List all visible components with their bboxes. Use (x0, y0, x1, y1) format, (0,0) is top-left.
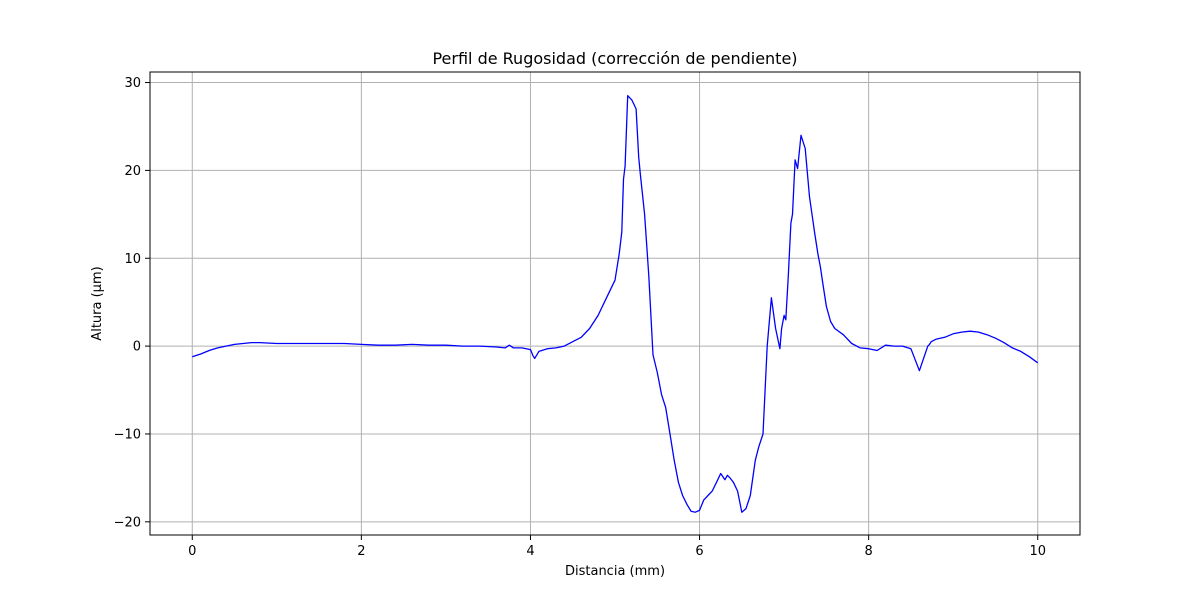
x-tick-label: 4 (526, 544, 534, 559)
x-tick-label: 8 (864, 544, 872, 559)
x-tick-label: 10 (1029, 544, 1046, 559)
x-tick-label: 0 (188, 544, 196, 559)
y-axis-label: Altura (µm) (90, 266, 105, 340)
chart-title: Perfil de Rugosidad (corrección de pendi… (432, 49, 797, 68)
y-tick-label: 20 (124, 164, 141, 179)
y-tick-label: 30 (124, 76, 141, 91)
series-line (192, 95, 1039, 513)
grid (150, 72, 1080, 535)
y-tick-label: −10 (114, 427, 141, 442)
y-tick-label: 0 (133, 340, 141, 355)
x-axis-label: Distancia (mm) (565, 564, 665, 579)
y-tick-label: 10 (124, 252, 141, 267)
x-axis: 0 2 4 6 8 10 (188, 535, 1046, 559)
y-tick-label: −20 (114, 515, 141, 530)
x-tick-label: 2 (357, 544, 365, 559)
axes-frame (149, 71, 1081, 536)
x-tick-label: 6 (695, 544, 703, 559)
y-axis: −20 −10 0 10 20 30 (114, 76, 150, 530)
plot-area (192, 95, 1039, 513)
